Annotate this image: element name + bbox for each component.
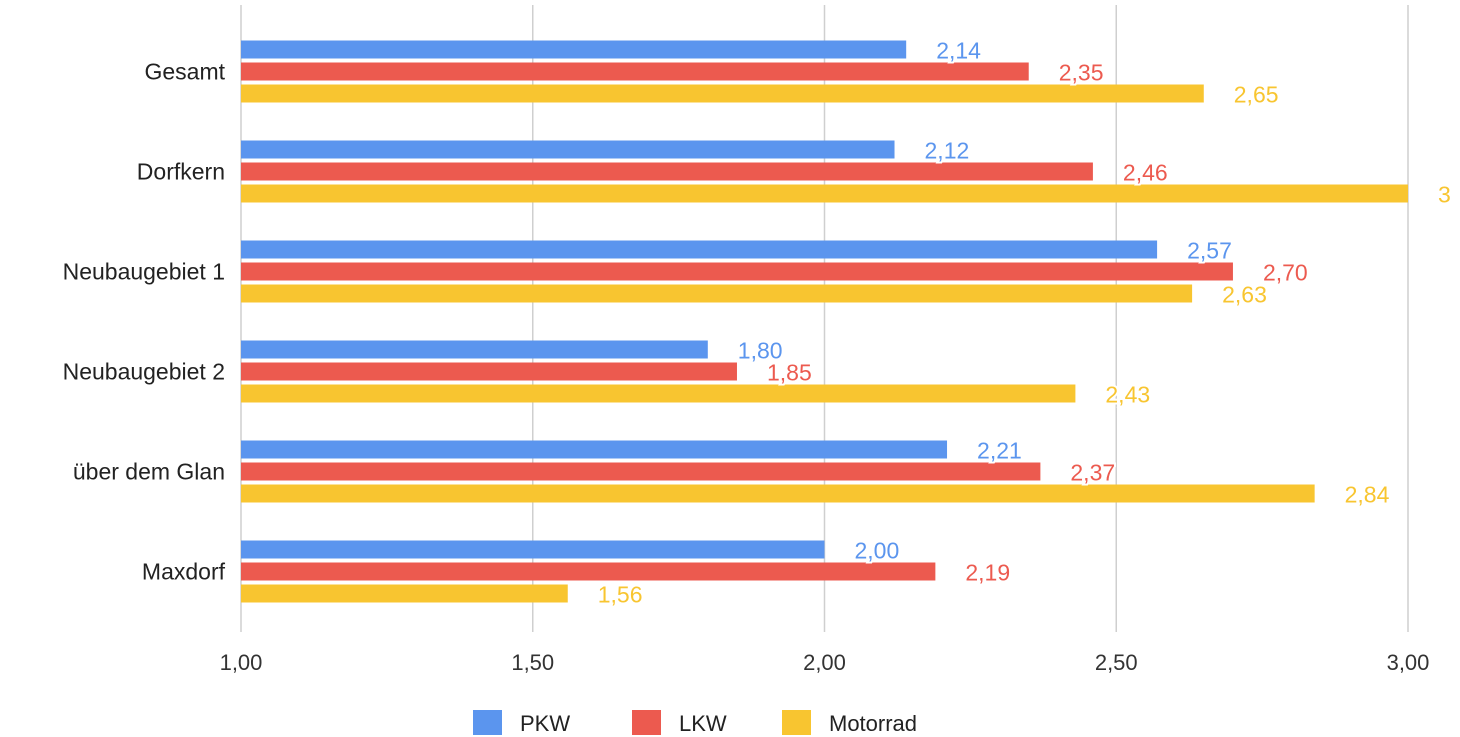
data-label: 3	[1438, 182, 1451, 208]
category-label: Neubaugebiet 1	[63, 259, 225, 285]
bar-motorrad	[241, 84, 1204, 103]
bar-pkw	[241, 140, 895, 159]
bar-pkw	[241, 40, 907, 59]
data-label: 2,19	[965, 560, 1010, 586]
data-label: 2,12	[925, 138, 970, 164]
data-label: 1,56	[598, 582, 643, 608]
category-labels: Gesamt Dorfkern Neubaugebiet 1 Neubaugebiet…	[63, 59, 226, 585]
legend-swatch	[632, 710, 661, 735]
category-label: über dem Glan	[73, 459, 225, 485]
x-tick-label: 3,00	[1387, 650, 1430, 675]
data-label: 2,00	[855, 538, 900, 564]
bar-pkw	[241, 540, 825, 559]
gridlines	[240, 5, 1409, 632]
category-label: Maxdorf	[142, 559, 226, 585]
bar-motorrad	[241, 384, 1076, 403]
legend-label: LKW	[679, 711, 727, 736]
bar-motorrad	[241, 484, 1315, 503]
bar-lkw	[241, 562, 936, 581]
data-label: 2,70	[1263, 260, 1308, 286]
data-label: 2,35	[1059, 60, 1104, 86]
bar-pkw	[241, 340, 708, 359]
data-label: 2,21	[977, 438, 1022, 464]
bar-lkw	[241, 62, 1029, 81]
data-label: 2,65	[1234, 82, 1279, 108]
bars	[241, 40, 1408, 603]
data-label: 2,43	[1105, 382, 1150, 408]
data-labels: 2,14 2,35 2,65 2,12 2,46 3 2,57 2,702,63 1,801,8…	[596, 36, 1453, 610]
bar-motorrad	[241, 284, 1193, 303]
data-label: 2,37	[1070, 460, 1115, 486]
category-label: Dorfkern	[137, 159, 225, 185]
legend-label: Motorrad	[829, 711, 917, 736]
bar-lkw	[241, 262, 1233, 281]
data-label: 2,46	[1123, 160, 1168, 186]
data-label: 2,63	[1222, 282, 1267, 308]
x-tick-label: 1,00	[220, 650, 263, 675]
x-tick-label: 2,50	[1095, 650, 1138, 675]
bar-lkw	[241, 362, 737, 381]
bar-pkw	[241, 440, 948, 459]
legend: PKW LKW Motorrad	[473, 710, 917, 736]
bar-motorrad	[241, 584, 568, 603]
x-tick-label: 1,50	[511, 650, 554, 675]
data-label: 2,57	[1187, 238, 1232, 264]
data-label: 2,84	[1345, 482, 1390, 508]
legend-label: PKW	[520, 711, 570, 736]
data-label: 1,85	[767, 360, 812, 386]
bar-lkw	[241, 462, 1041, 481]
category-label: Neubaugebiet 2	[63, 359, 225, 385]
x-tick-label: 2,00	[803, 650, 846, 675]
category-label: Gesamt	[144, 59, 225, 85]
legend-swatch	[782, 710, 811, 735]
bar-pkw	[241, 240, 1158, 259]
legend-swatch	[473, 710, 502, 735]
data-label: 2,14	[936, 38, 981, 64]
bar-motorrad	[241, 184, 1408, 203]
bar-lkw	[241, 162, 1093, 181]
data-label: 1,80	[738, 338, 783, 364]
x-axis-ticks: 1,00 1,50 2,00 2,50 3,00	[220, 650, 1430, 675]
